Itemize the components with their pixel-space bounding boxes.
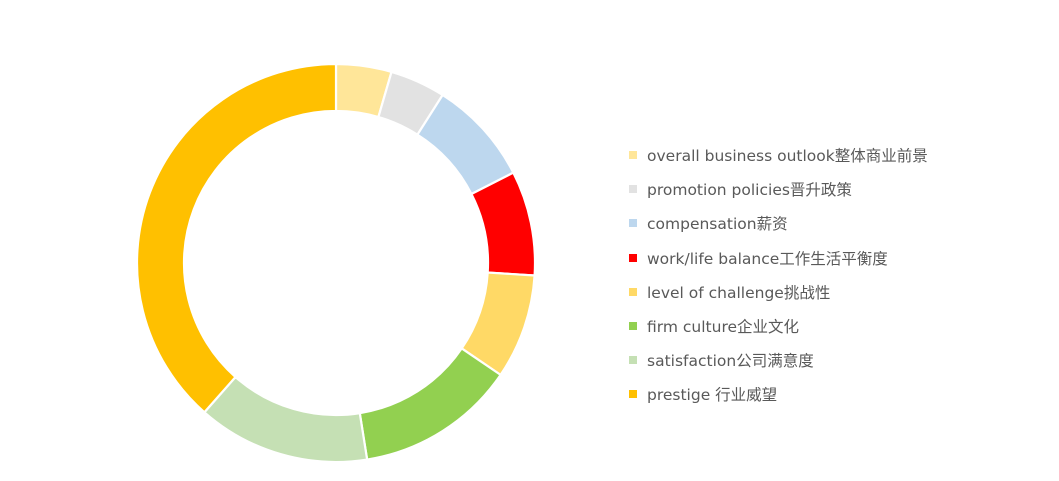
donut-slice-7	[135, 62, 338, 414]
donut-slice-6	[202, 375, 369, 464]
legend-swatch-5	[629, 322, 637, 331]
legend-item-0: overall business outlook整体商业前景	[629, 138, 1049, 172]
legend-label-3: work/life balance工作生活平衡度	[647, 249, 888, 268]
legend-label-5: firm culture企业文化	[647, 318, 800, 337]
legend-label-1: promotion policies晋升政策	[647, 181, 852, 200]
donut-slice-3	[469, 171, 537, 277]
legend-item-3: work/life balance工作生活平衡度	[629, 241, 1049, 275]
legend-item-7: prestige 行业威望	[629, 377, 1049, 411]
legend-item-5: firm culture企业文化	[629, 309, 1049, 343]
legend-item-6: satisfaction公司满意度	[629, 343, 1049, 377]
legend-swatch-2	[629, 219, 637, 228]
legend-label-4: level of challenge挑战性	[647, 283, 831, 302]
legend-swatch-4	[629, 287, 637, 296]
legend-swatch-0	[629, 151, 637, 160]
legend-swatch-6	[629, 356, 637, 365]
legend-item-4: level of challenge挑战性	[629, 275, 1049, 309]
chart-legend: overall business outlook整体商业前景 promotion …	[629, 138, 1049, 412]
legend-label-7: prestige 行业威望	[647, 386, 778, 405]
legend-swatch-1	[629, 185, 637, 194]
legend-item-1: promotion policies晋升政策	[629, 172, 1049, 206]
legend-swatch-7	[629, 390, 637, 399]
donut-slice-5	[358, 346, 503, 461]
legend-label-6: satisfaction公司满意度	[647, 352, 814, 371]
legend-label-2: compensation薪资	[647, 215, 788, 234]
legend-item-2: compensation薪资	[629, 206, 1049, 240]
legend-label-0: overall business outlook整体商业前景	[647, 147, 928, 166]
legend-swatch-3	[629, 253, 637, 262]
